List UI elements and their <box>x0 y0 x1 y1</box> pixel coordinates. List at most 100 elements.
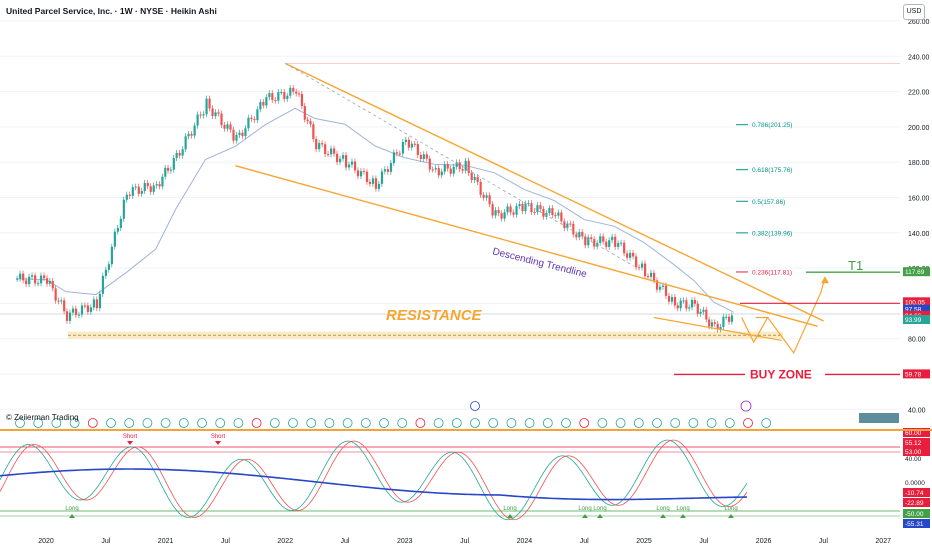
candle-body <box>265 97 268 106</box>
currency-button[interactable]: USD <box>903 4 925 20</box>
candle-body <box>359 171 363 177</box>
candle-body <box>440 171 443 176</box>
candle-body <box>286 95 289 100</box>
osc-label: -50.00 <box>905 511 924 518</box>
moving-average-line <box>16 107 734 313</box>
earnings-event-icon <box>288 418 298 428</box>
candle-body <box>488 195 491 205</box>
earnings-event-icon <box>142 418 153 428</box>
candle-body <box>728 316 731 322</box>
signal-label: Long <box>724 506 737 512</box>
candle-body <box>413 143 416 145</box>
candle-body <box>161 176 164 187</box>
candle-body <box>356 170 360 177</box>
y-tick-label: 200.00 <box>908 125 930 132</box>
candle-body <box>713 322 716 324</box>
candle-body <box>271 93 274 100</box>
candle-body <box>434 168 437 170</box>
candle-body <box>155 184 158 186</box>
earnings-event-icon <box>488 418 499 428</box>
osc-label-box <box>903 447 930 456</box>
osc-label-box <box>903 488 930 497</box>
candle-body <box>54 288 57 301</box>
candle-body <box>383 169 387 172</box>
candle-body <box>410 143 413 148</box>
osc-label: 60.00 <box>905 430 922 437</box>
candle-body <box>98 293 102 309</box>
oscillator-pane <box>0 432 900 528</box>
candle-body <box>169 169 173 171</box>
candle-body <box>277 92 280 101</box>
candle-body <box>34 275 37 284</box>
candle-body <box>280 91 283 93</box>
candle-body <box>57 300 60 302</box>
oscillator-slow-line <box>0 439 748 521</box>
earnings-event-icon <box>197 418 207 428</box>
candle-body <box>646 276 650 278</box>
candle-body <box>253 119 256 121</box>
candle-body <box>497 210 500 214</box>
chart-title: United Parcel Service, Inc. · 1W · NYSE … <box>6 6 217 16</box>
signal-label: Long <box>578 506 591 512</box>
candle-body <box>312 124 315 140</box>
earnings-event-icon <box>433 418 444 428</box>
signal-marker <box>680 514 686 518</box>
candle-body <box>205 98 208 115</box>
candle-body <box>241 132 244 137</box>
candle-body <box>113 231 116 247</box>
candle-body <box>530 203 533 212</box>
earnings-event-icon <box>15 418 25 428</box>
price-label: 97.58 <box>905 307 922 314</box>
price-label-box <box>903 297 930 307</box>
earnings-event-icon <box>615 418 626 428</box>
lower-trendline <box>235 165 818 328</box>
candle-body <box>690 300 694 308</box>
signal-label: Long <box>65 506 78 512</box>
candle-body <box>702 309 705 312</box>
earnings-event-icon <box>542 418 553 428</box>
candle-body <box>524 203 527 212</box>
upper-trendline <box>284 62 824 322</box>
candle-body <box>401 142 405 154</box>
candle-body <box>318 143 321 150</box>
candle-body <box>428 158 431 170</box>
osc-label: -10.74 <box>905 490 924 497</box>
pane-separator[interactable] <box>0 429 932 431</box>
candle-body <box>584 236 587 246</box>
earnings-event-icon <box>524 418 535 428</box>
candle-body <box>25 280 28 285</box>
candle-body <box>629 252 632 258</box>
indicator-badge[interactable] <box>859 413 899 423</box>
candle-body <box>539 205 542 209</box>
candle-body <box>688 307 691 309</box>
candle-body <box>137 186 140 194</box>
fib-level-label: 0.5(157.86) <box>752 199 785 206</box>
osc-label: -22.89 <box>905 500 924 507</box>
earnings-event-icon <box>324 418 335 428</box>
candle-body <box>60 300 63 302</box>
candle-body <box>374 178 378 189</box>
candle-body <box>578 232 581 238</box>
candle-body <box>350 161 354 165</box>
candle-body <box>232 129 235 141</box>
candle-body <box>699 311 702 314</box>
wedge-lower <box>653 316 782 342</box>
earnings-event-icon <box>360 418 371 428</box>
candle-body <box>274 99 277 101</box>
candle-body <box>419 155 422 160</box>
candle-body <box>95 299 99 309</box>
candle-body <box>339 158 342 163</box>
candle-body <box>461 169 464 171</box>
candle-body <box>368 181 372 184</box>
signal-label: Long <box>656 506 669 512</box>
x-tick-label: 2021 <box>158 538 174 545</box>
candle-body <box>46 278 49 284</box>
earnings-event-icon <box>506 418 517 428</box>
candle-body <box>626 253 629 258</box>
candle-body <box>220 113 223 125</box>
candle-body <box>235 134 238 141</box>
candle-body <box>63 300 66 312</box>
osc-label-box <box>903 519 930 528</box>
candle-body <box>599 236 602 243</box>
